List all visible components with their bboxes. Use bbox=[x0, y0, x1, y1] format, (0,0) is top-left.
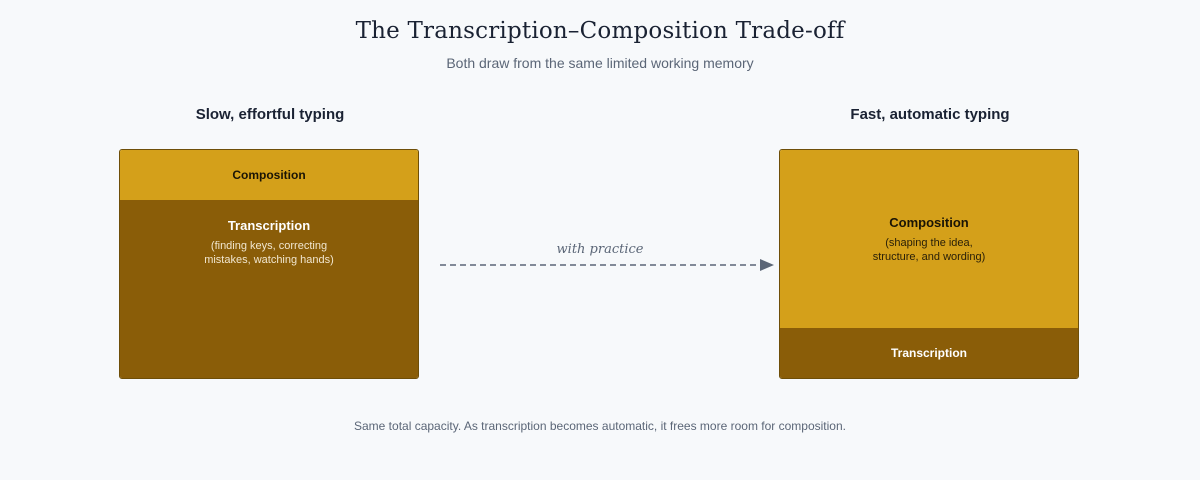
left-transcription-description-line2: mistakes, watching hands) bbox=[204, 254, 334, 266]
footnote: Same total capacity. As transcription be… bbox=[354, 419, 846, 433]
right-composition-description-line1: (shaping the idea, bbox=[885, 236, 973, 249]
right-composition-segment: Composition (shaping the idea, structure… bbox=[780, 150, 1078, 328]
left-transcription-description: (finding keys, correcting mistakes, watc… bbox=[204, 239, 334, 267]
right-panel-heading: Fast, automatic typing bbox=[850, 106, 1010, 123]
diagram-title: The Transcription–Composition Trade-off bbox=[355, 18, 845, 44]
left-capacity-box: Composition Transcription (finding keys,… bbox=[119, 149, 419, 379]
practice-arrow bbox=[440, 259, 774, 271]
left-composition-segment: Composition bbox=[120, 150, 418, 200]
left-transcription-segment: Transcription (finding keys, correcting … bbox=[120, 200, 418, 378]
right-transcription-segment: Transcription bbox=[780, 328, 1078, 378]
arrowhead-icon bbox=[760, 259, 774, 271]
diagram-subtitle: Both draw from the same limited working … bbox=[446, 55, 754, 71]
left-transcription-label: Transcription bbox=[227, 218, 311, 233]
right-composition-label: Composition bbox=[889, 214, 969, 230]
right-composition-description: (shaping the idea, structure, and wordin… bbox=[873, 236, 986, 264]
left-panel-heading: Slow, effortful typing bbox=[195, 106, 345, 123]
left-composition-label: Composition bbox=[232, 168, 306, 182]
right-transcription-label: Transcription bbox=[890, 346, 967, 360]
arrow-label: with practice bbox=[556, 242, 644, 257]
left-transcription-description-line1: (finding keys, correcting bbox=[210, 240, 328, 252]
right-capacity-box: Composition (shaping the idea, structure… bbox=[779, 149, 1079, 379]
right-composition-description-line2: structure, and wording) bbox=[872, 250, 986, 263]
